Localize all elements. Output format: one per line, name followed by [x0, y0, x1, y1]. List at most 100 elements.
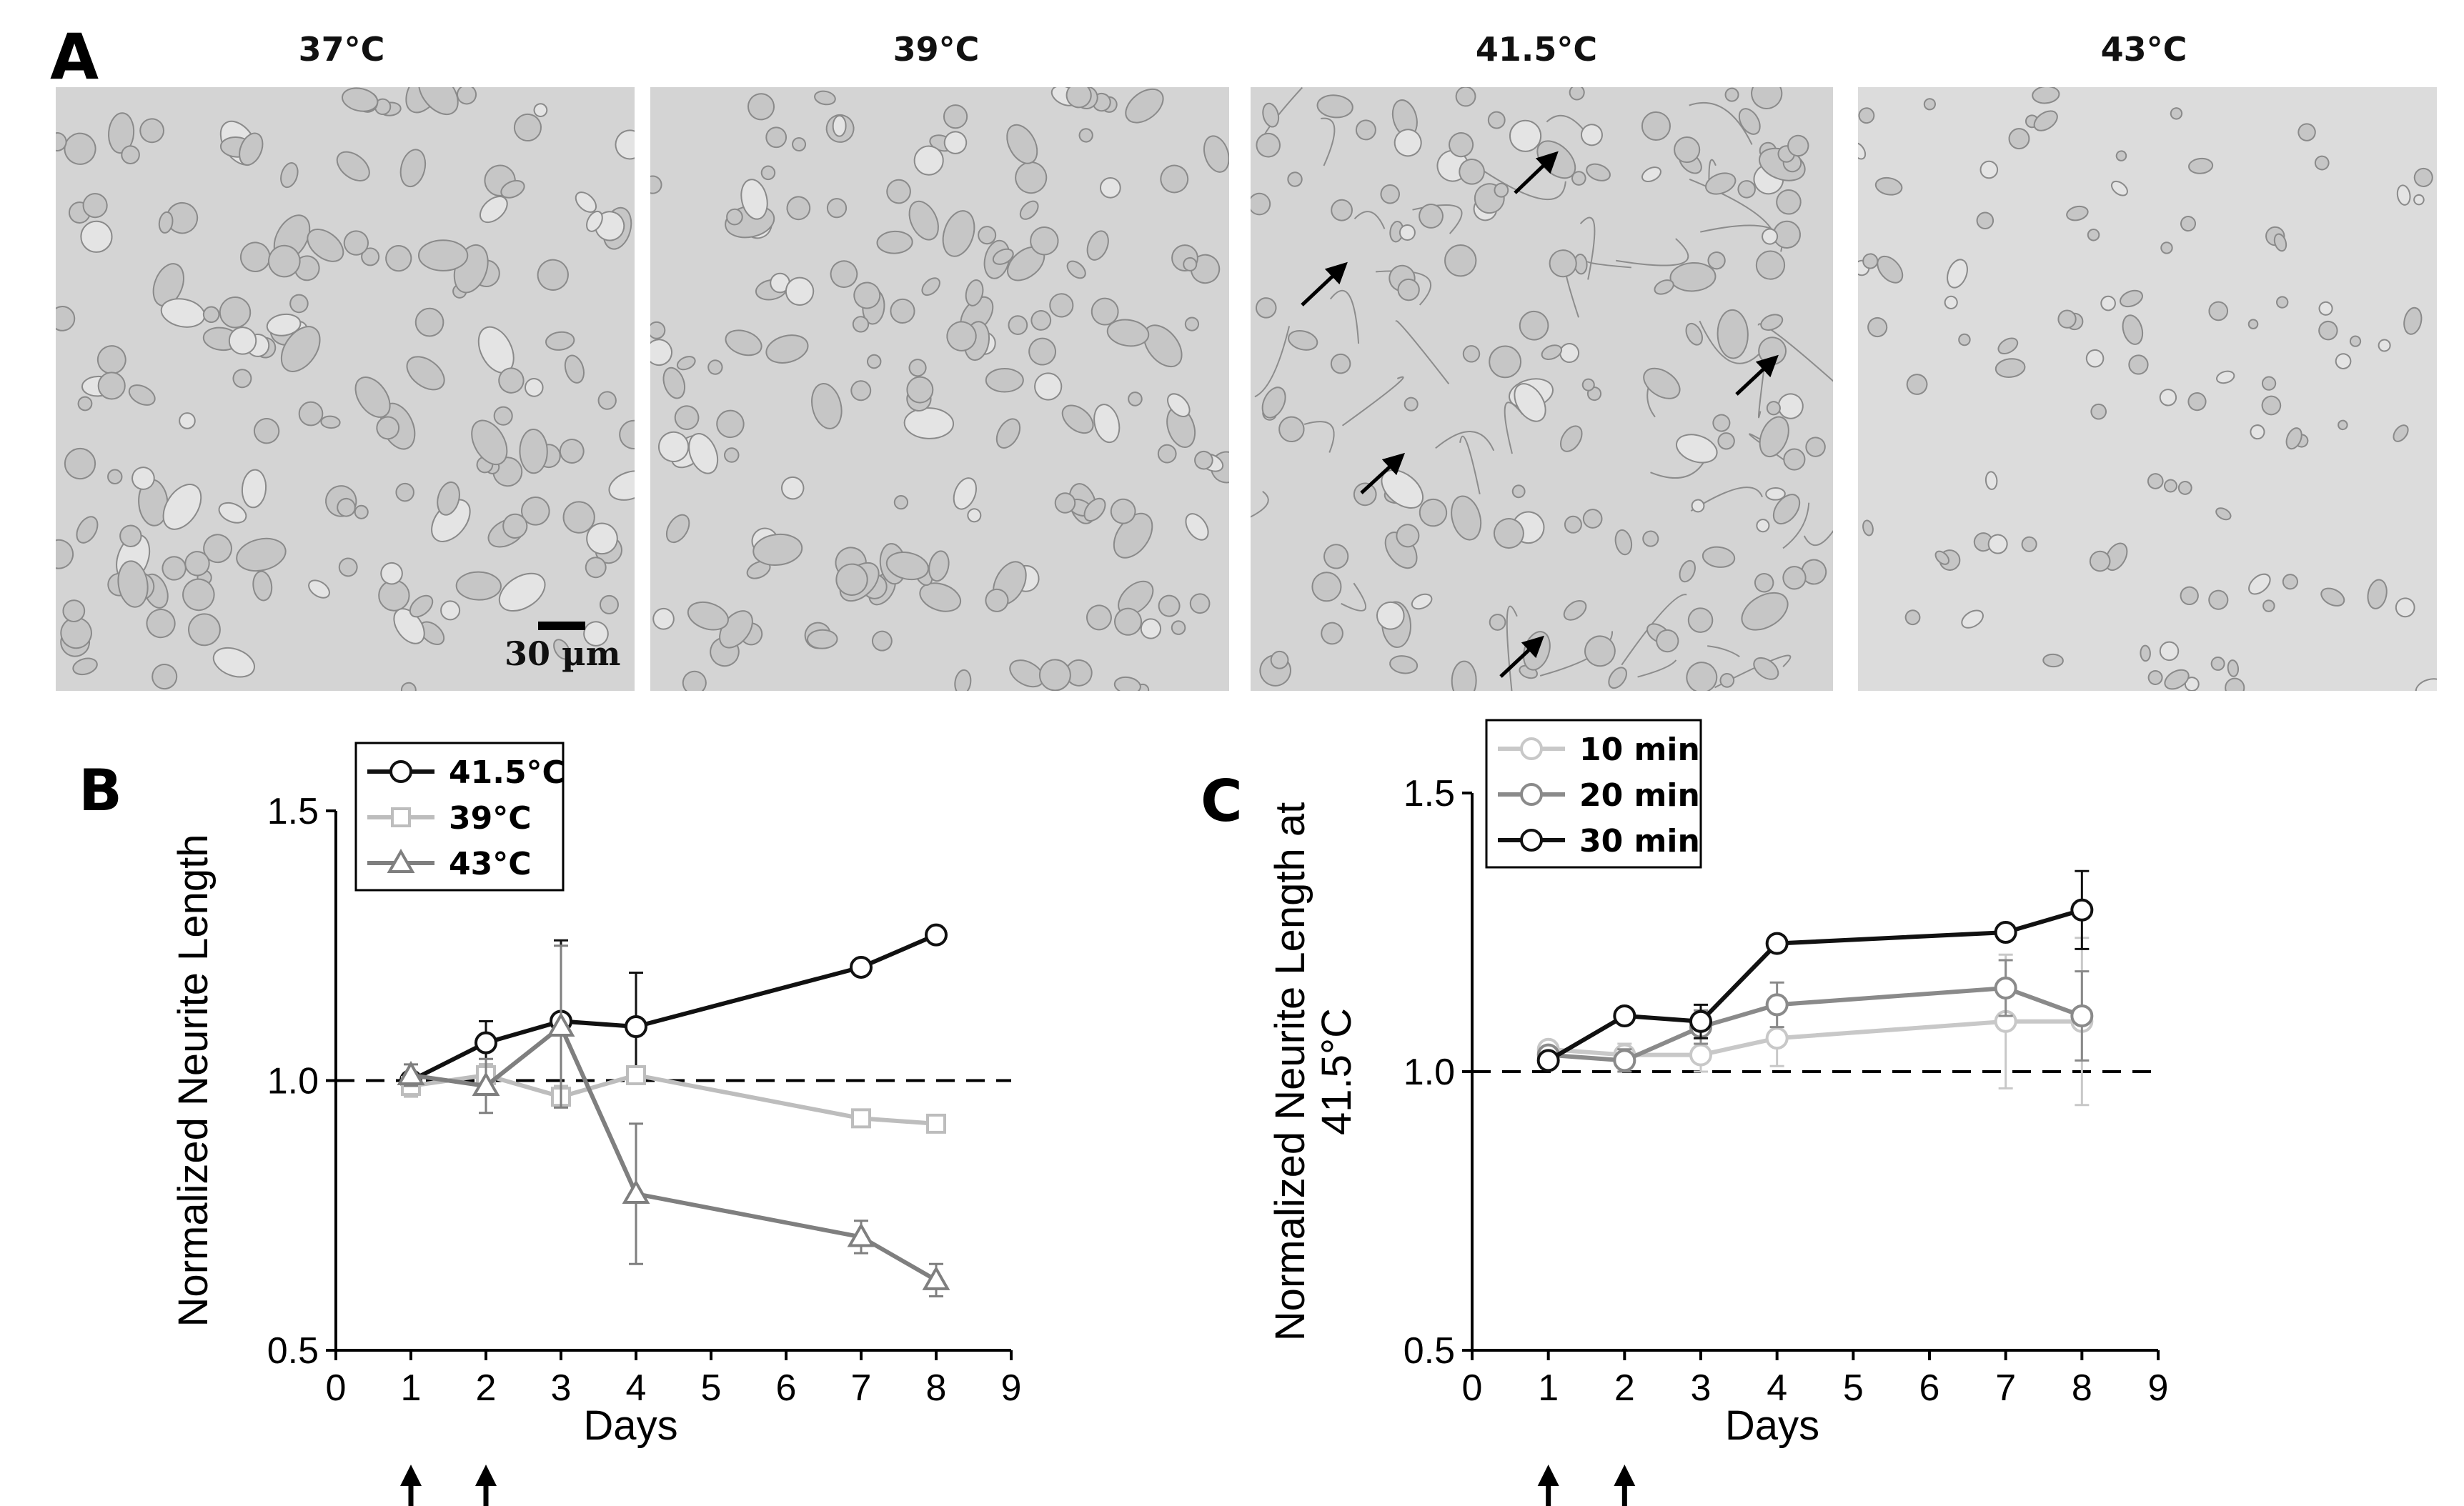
- series-43-C: [397, 944, 950, 1297]
- neurite-arrow-4: [1360, 452, 1406, 494]
- time-arrow-head: [475, 1465, 497, 1486]
- data-point: [926, 1113, 946, 1134]
- data-point: [2070, 1009, 2094, 1033]
- data-point: [1613, 1043, 1636, 1067]
- micrograph-41-5c: [1251, 87, 1833, 691]
- x-tick-label: 5: [1843, 1367, 1864, 1409]
- x-tick-label: 6: [776, 1367, 797, 1409]
- y-tick-label: 1.0: [1404, 1052, 1455, 1093]
- data-point: [472, 1072, 500, 1097]
- data-point: [1689, 1043, 1712, 1067]
- legend-marker: [1520, 829, 1543, 852]
- x-tick-label: 6: [1919, 1367, 1940, 1409]
- data-point: [925, 923, 948, 947]
- data-point: [397, 1060, 425, 1085]
- x-tick-label: 8: [2072, 1367, 2092, 1409]
- y-tick-label: 1.5: [267, 791, 319, 832]
- neurite-arrow-1: [1514, 151, 1559, 194]
- data-point: [1765, 932, 1789, 955]
- data-point: [475, 1031, 497, 1054]
- data-point: [1994, 1009, 2017, 1033]
- time-arrow-head: [400, 1465, 422, 1486]
- data-point: [2070, 898, 2094, 922]
- data-point: [1536, 1037, 1560, 1061]
- chart-c-plot: 0 1 2 3 4 5 6 7 8 9 0.5 1.0 1.5 Days Normalized Neurit…: [1267, 719, 2169, 1506]
- data-point: [1613, 1004, 1636, 1027]
- panel-a-label: A: [50, 20, 99, 94]
- data-point: [550, 1009, 572, 1033]
- time-arrow-head: [1614, 1465, 1636, 1486]
- legend-label: 41.5°C: [449, 754, 565, 791]
- legend-label: 20 min: [1579, 777, 1700, 814]
- neurite-arrows: [1301, 151, 1779, 678]
- data-point: [2070, 1004, 2094, 1027]
- scale-bar: [538, 622, 585, 630]
- micrograph-43c: [1858, 87, 2437, 691]
- x-tick-label: 3: [1691, 1367, 1712, 1409]
- neurite-arrow-2: [1301, 261, 1348, 306]
- legend: 10 min 20 min 30 min: [1485, 719, 1702, 869]
- legend-box: [354, 742, 565, 892]
- x-tick-label: 2: [1614, 1367, 1635, 1409]
- x-tick-label: 7: [1995, 1367, 2016, 1409]
- micrograph-title-43: 43°C: [2100, 30, 2187, 69]
- data-point: [922, 1265, 950, 1290]
- legend-label: 30 min: [1579, 823, 1700, 859]
- micrograph-title-37: 37°C: [298, 30, 385, 69]
- x-tick-label: 1: [401, 1367, 422, 1409]
- data-point: [847, 1222, 875, 1247]
- legend-marker: [387, 848, 415, 873]
- y-axis-label-line1: Normalized Neurite Length at: [1267, 802, 1313, 1341]
- neurite-arrow-3: [1735, 354, 1779, 396]
- data-point: [547, 1012, 575, 1037]
- series-line: [1548, 985, 2083, 1063]
- x-tick-label: 2: [476, 1367, 497, 1409]
- data-point: [1536, 1049, 1560, 1072]
- data-point: [1765, 1027, 1789, 1050]
- y-axis-label: Normalized Neurite Length: [170, 834, 217, 1327]
- time-arrow-head: [1537, 1465, 1559, 1486]
- legend-label: 10 min: [1579, 732, 1700, 768]
- y-axis-label-line2: 41.5°C: [1313, 1008, 1360, 1135]
- x-tick-label: 3: [551, 1367, 572, 1409]
- x-axis-label: Days: [583, 1402, 677, 1449]
- series-41-5-C: [399, 923, 948, 1104]
- y-tick-label: 1.0: [267, 1061, 319, 1102]
- x-tick-label: 4: [626, 1367, 647, 1409]
- data-point: [626, 1064, 646, 1085]
- data-point: [1689, 1015, 1712, 1039]
- series-line: [410, 1023, 938, 1282]
- y-tick-label: 0.5: [1404, 1330, 1455, 1372]
- series-line: [410, 1072, 937, 1126]
- x-tick-label: 9: [1001, 1367, 1022, 1409]
- data-point: [851, 1108, 871, 1129]
- x-axis-label: Days: [1725, 1402, 1819, 1449]
- data-point: [399, 1069, 422, 1092]
- series-line: [1548, 1019, 2082, 1057]
- legend-box: [1485, 719, 1702, 869]
- legend-marker: [389, 760, 412, 783]
- series-10-min: [1536, 937, 2094, 1107]
- series-30-min: [1536, 869, 2094, 1072]
- series-line: [409, 932, 938, 1083]
- data-point: [476, 1064, 496, 1085]
- data-point: [401, 1076, 421, 1097]
- scale-bar-label: 30 µm: [505, 634, 621, 673]
- data-point: [850, 955, 873, 979]
- legend: 41.5°C 39°C 43°C: [354, 742, 565, 892]
- x-tick-label: 9: [2148, 1367, 2169, 1409]
- data-point: [1994, 977, 2017, 999]
- panel-c-label: C: [1201, 768, 1243, 834]
- x-tick-label: 0: [326, 1367, 347, 1409]
- legend-marker: [391, 807, 411, 827]
- data-point: [1613, 1049, 1636, 1072]
- x-tick-label: 7: [851, 1367, 872, 1409]
- x-tick-label: 0: [1462, 1367, 1483, 1409]
- data-point: [625, 1015, 647, 1038]
- x-tick-label: 8: [926, 1367, 947, 1409]
- data-point: [1689, 1009, 1712, 1033]
- data-point: [551, 1087, 571, 1107]
- chart-b-plot: 0 1 2 3 4 5 6 7 8 9 0.5 1.0 1.5 Days Normalized Neurit…: [170, 742, 1022, 1506]
- legend-label: 43°C: [449, 846, 532, 882]
- legend-label: 39°C: [449, 800, 532, 837]
